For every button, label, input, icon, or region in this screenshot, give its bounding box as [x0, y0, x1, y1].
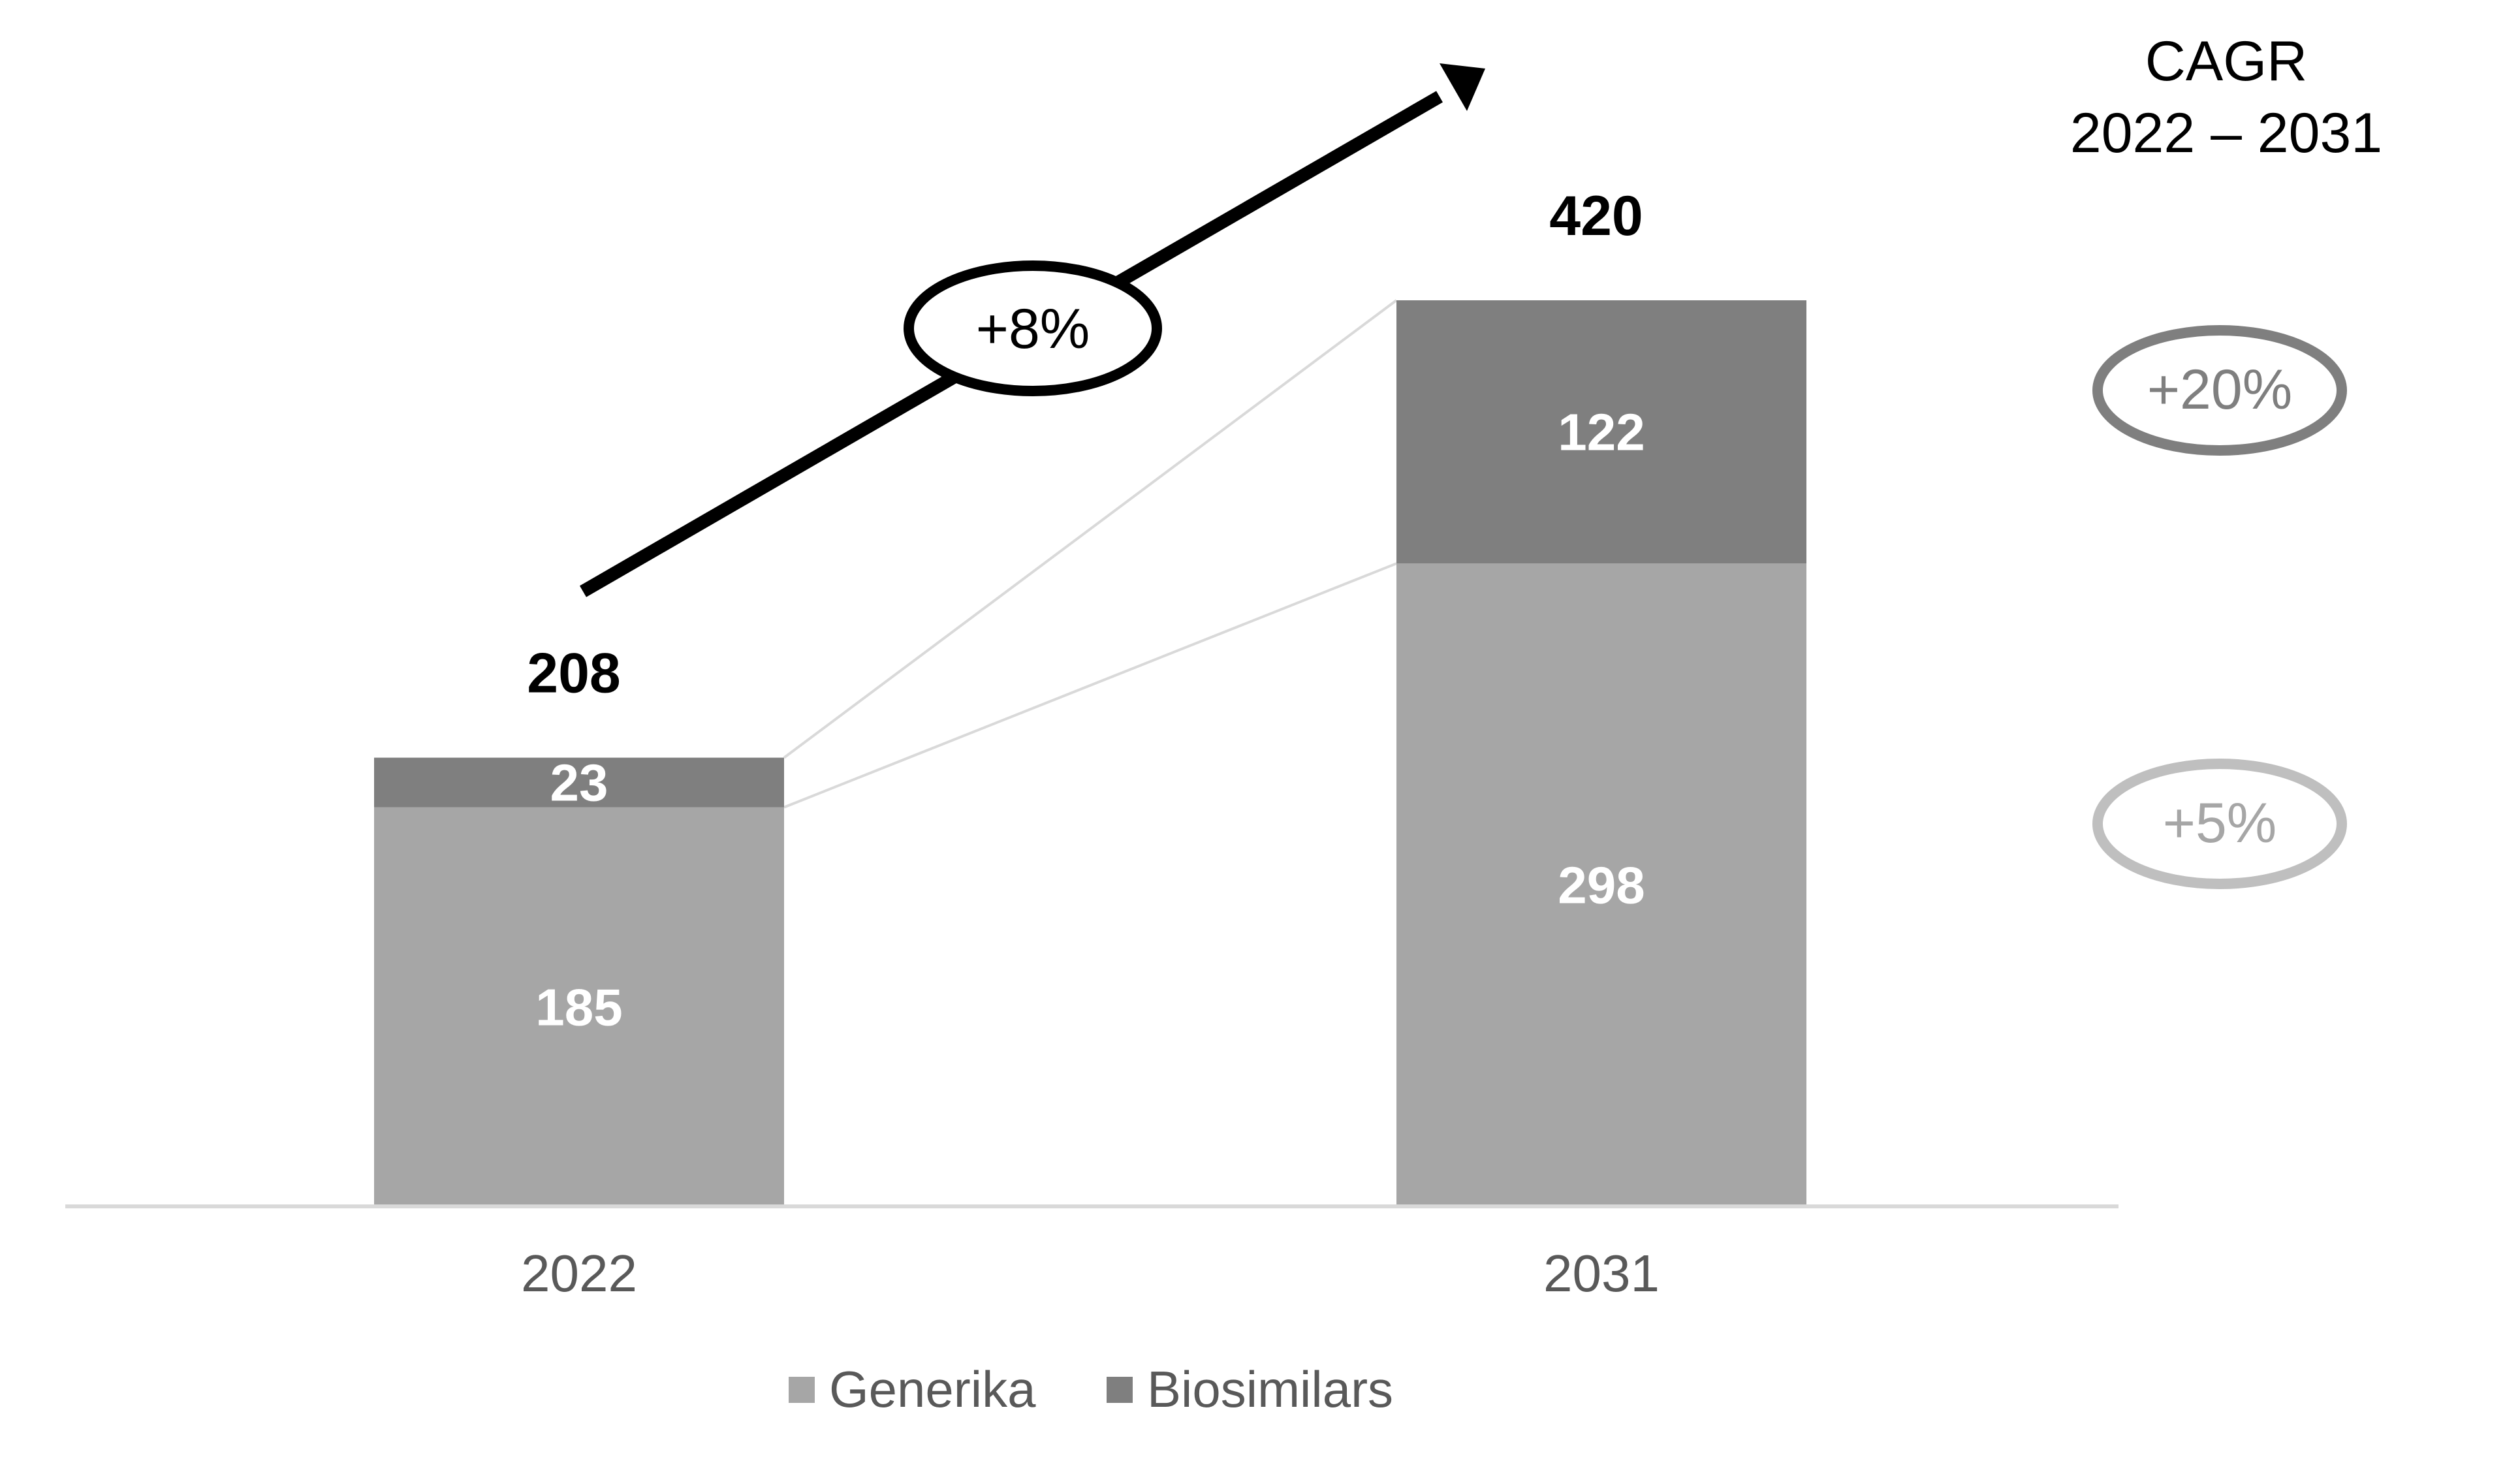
cagr-biosimilars-label: +20% [2147, 358, 2292, 421]
bar-biosimilars-2022 [374, 757, 784, 808]
total-label-2031: 420 [1549, 185, 1643, 247]
legend-swatch-generika [789, 1377, 815, 1403]
bar-generika-2031 [1396, 563, 1806, 1206]
value-label-biosimilars-2022: 23 [550, 754, 608, 812]
x-axis-ticks: 2022 2031 [521, 1244, 1660, 1302]
total-label-2022: 208 [527, 642, 621, 705]
growth-label: +8% [976, 298, 1090, 360]
legend-label-generika: Generika [829, 1360, 1036, 1418]
bar-biosimilars-2031 [1396, 300, 1806, 564]
connector-generika [783, 562, 1397, 809]
value-label-biosimilars-2031: 122 [1558, 403, 1645, 462]
x-tick-2031: 2031 [1543, 1244, 1660, 1302]
segment-labels: 185 23 298 122 [535, 403, 1645, 1037]
cagr-title-line1: CAGR [2145, 30, 2307, 93]
cagr-biosimilars-ellipse [2092, 325, 2347, 456]
cagr-generika-label: +5% [2163, 792, 2277, 855]
value-label-generika-2022: 185 [535, 978, 622, 1036]
total-labels: 208 420 [527, 185, 1643, 705]
cagr-generika-ellipse [2092, 759, 2347, 889]
cagr-panel: CAGR 2022 – 2031 +20% +5% [2070, 30, 2382, 889]
legend-label-biosimilars: Biosimilars [1147, 1360, 1393, 1418]
connector-biosimilars [783, 299, 1398, 759]
legend-swatch-biosimilars [1107, 1377, 1133, 1403]
value-label-generika-2031: 298 [1558, 856, 1645, 915]
growth-arrow: +8% [579, 63, 1485, 597]
bar-connector-lines [783, 299, 1398, 809]
x-tick-2022: 2022 [521, 1244, 637, 1302]
growth-arrow-head [1440, 63, 1485, 111]
bars [374, 300, 1806, 1206]
legend: Generika Biosimilars [789, 1360, 1393, 1418]
cagr-title-line2: 2022 – 2031 [2070, 102, 2382, 165]
bar-generika-2022 [374, 807, 784, 1206]
growth-ellipse [904, 260, 1162, 396]
